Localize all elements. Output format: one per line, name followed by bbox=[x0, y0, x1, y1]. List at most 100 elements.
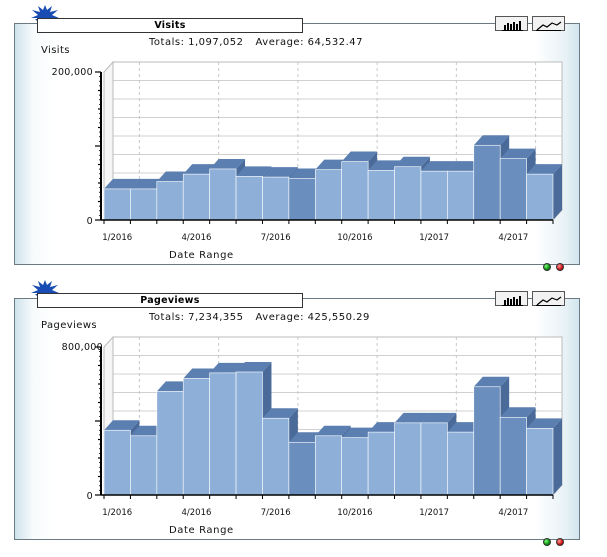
bar-top bbox=[104, 178, 140, 189]
bar bbox=[526, 164, 562, 221]
x-tick-label: 1/2016 bbox=[102, 233, 132, 243]
totals-line: Totals: 1,097,052 Average: 64,532.47 bbox=[149, 37, 375, 48]
x-tick-label: 7/2016 bbox=[261, 233, 291, 243]
bar-front bbox=[314, 435, 343, 496]
bar-top bbox=[262, 408, 298, 419]
bar-front bbox=[156, 181, 184, 221]
bar-chart-button[interactable] bbox=[495, 16, 528, 31]
bar-front bbox=[526, 173, 554, 221]
bar-top bbox=[420, 412, 457, 423]
totals-value: Totals: 7,234,355 bbox=[149, 312, 244, 323]
bar-front bbox=[103, 429, 131, 496]
x-tick-label: 1/2016 bbox=[102, 508, 132, 518]
bar-front bbox=[473, 386, 501, 496]
chart-title-box: Visits bbox=[37, 18, 303, 33]
bar-front bbox=[262, 176, 290, 221]
x-tick-label: 4/2016 bbox=[181, 233, 211, 243]
totals-value: Totals: 1,097,052 bbox=[149, 37, 244, 48]
bar-top bbox=[315, 425, 351, 436]
bar-front bbox=[499, 417, 527, 496]
bar-top bbox=[104, 420, 140, 431]
bar-top bbox=[236, 361, 272, 372]
bar-front bbox=[420, 170, 448, 221]
bar-front bbox=[209, 168, 237, 221]
x-tick-label: 4/2017 bbox=[498, 508, 528, 518]
bar-front bbox=[130, 435, 158, 496]
bar-front bbox=[262, 417, 290, 496]
y-tick-label-top: 800,000 bbox=[62, 342, 103, 353]
status-dot-red[interactable] bbox=[556, 263, 564, 271]
x-tick-label: 1/2017 bbox=[419, 508, 449, 518]
bar-front bbox=[473, 144, 501, 221]
line-chart-button[interactable] bbox=[532, 291, 565, 306]
bar-chart-icon bbox=[502, 296, 523, 306]
bar-top bbox=[526, 418, 562, 429]
status-dot-green[interactable] bbox=[543, 263, 551, 271]
line-chart-button[interactable] bbox=[532, 16, 565, 31]
y-tick-label-zero: 0 bbox=[87, 216, 93, 227]
bar-side bbox=[553, 418, 562, 495]
x-tick-label: 1/2017 bbox=[419, 233, 449, 243]
bar-front bbox=[420, 422, 448, 496]
bar-top bbox=[262, 167, 298, 178]
bar-front bbox=[394, 166, 422, 221]
bar-front bbox=[288, 441, 316, 496]
x-axis-title: Date Range bbox=[169, 525, 234, 536]
bar-front bbox=[288, 178, 316, 221]
bar-front bbox=[182, 173, 210, 221]
chart-title: Pageviews bbox=[140, 295, 200, 306]
bar-front bbox=[314, 169, 343, 221]
bar-top bbox=[526, 164, 562, 175]
plot-area bbox=[95, 335, 564, 499]
bar-top bbox=[209, 158, 246, 169]
status-dot-red[interactable] bbox=[556, 538, 564, 546]
bar bbox=[526, 418, 562, 496]
x-tick-label: 4/2017 bbox=[498, 233, 528, 243]
x-tick-label: 10/2016 bbox=[337, 508, 372, 518]
bar-top bbox=[394, 156, 430, 167]
bar-top bbox=[420, 161, 457, 172]
y-tick-label-zero: 0 bbox=[87, 491, 93, 502]
bar-front bbox=[499, 158, 527, 221]
bar-front bbox=[182, 378, 210, 496]
bar-top bbox=[236, 166, 272, 177]
average-value: Average: 64,532.47 bbox=[255, 37, 364, 48]
y-axis-title: Visits bbox=[41, 45, 70, 56]
bar-front bbox=[235, 176, 263, 221]
bar-front bbox=[394, 422, 422, 496]
x-tick-label: 4/2016 bbox=[181, 508, 211, 518]
bar-front bbox=[103, 188, 131, 221]
line-chart-icon bbox=[536, 296, 562, 306]
bar-front bbox=[526, 428, 554, 496]
bar-chart-button[interactable] bbox=[495, 291, 528, 306]
bar-top bbox=[473, 135, 510, 146]
bar-front bbox=[367, 431, 395, 496]
plot-area bbox=[95, 60, 564, 224]
bar-front bbox=[156, 391, 184, 496]
bar-front bbox=[235, 371, 263, 496]
bar-top bbox=[394, 412, 430, 423]
x-tick-label: 10/2016 bbox=[337, 233, 372, 243]
bar bbox=[394, 156, 430, 221]
line-chart-icon bbox=[536, 21, 562, 31]
chart-title: Visits bbox=[154, 20, 186, 31]
visits-bar-chart: 200,000 0 1/2016 4/2016 7/2016 10/2016 1/201… bbox=[52, 60, 564, 243]
bar-top bbox=[500, 148, 536, 159]
bar-front bbox=[367, 170, 395, 221]
bar-side bbox=[553, 164, 562, 220]
bar-front bbox=[130, 188, 158, 221]
status-dot-green[interactable] bbox=[543, 538, 551, 546]
y-tick-label-top: 200,000 bbox=[52, 67, 93, 78]
chart-title-box: Pageviews bbox=[37, 293, 303, 308]
totals-line: Totals: 7,234,355 Average: 425,550.29 bbox=[149, 312, 382, 323]
bar-top bbox=[209, 362, 246, 373]
bar-chart-icon bbox=[502, 21, 523, 31]
y-axis-title: Pageviews bbox=[41, 320, 98, 331]
visits-chart-panel: Visits Totals: 1,097,052 Average: 64,532.… bbox=[14, 5, 580, 271]
bar-front bbox=[447, 431, 475, 496]
x-tick-label: 7/2016 bbox=[261, 508, 291, 518]
pageviews-bar-chart: 800,000 0 1/2016 4/2016 7/2016 10/2016 1/201… bbox=[62, 335, 564, 518]
pageviews-chart-panel: Pageviews Totals: 7,234,355 Average: 425,… bbox=[14, 280, 580, 546]
average-value: Average: 425,550.29 bbox=[255, 312, 370, 323]
bar-top bbox=[341, 151, 378, 162]
